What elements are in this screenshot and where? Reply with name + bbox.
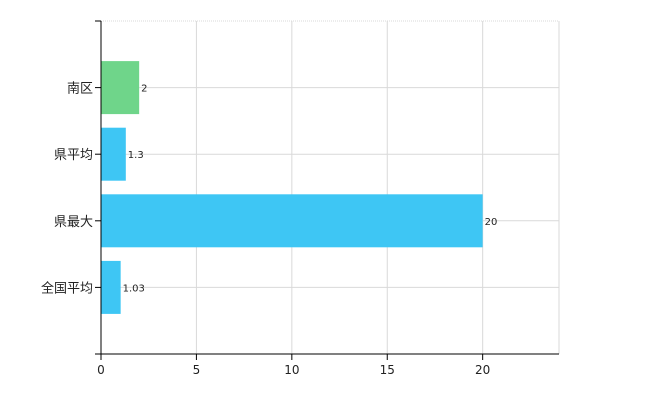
x-tick-label: 5 (193, 363, 201, 377)
data-label: 20 (485, 217, 498, 228)
category-label: 全国平均 (41, 280, 93, 296)
data-label: 1.03 (123, 283, 145, 294)
axes (95, 20, 559, 360)
bar (101, 127, 126, 181)
bar (101, 61, 140, 115)
data-label: 1.3 (128, 150, 144, 161)
x-tick-label: 10 (284, 363, 299, 377)
x-tick-label: 20 (475, 363, 490, 377)
gridlines (101, 20, 560, 354)
x-tick-label: 15 (380, 363, 395, 377)
x-tick-label: 0 (97, 363, 105, 377)
bars (101, 61, 483, 314)
labels: 1.03 全国平均 20 県最大 1.3 県平均 2 南区 0 5 10 15 20 (41, 81, 497, 377)
bar (101, 194, 483, 248)
category-label: 県最大 (54, 215, 93, 230)
bar (101, 260, 121, 314)
data-label: 2 (141, 84, 147, 95)
category-label: 県平均 (54, 148, 93, 163)
category-label: 南区 (67, 81, 93, 97)
